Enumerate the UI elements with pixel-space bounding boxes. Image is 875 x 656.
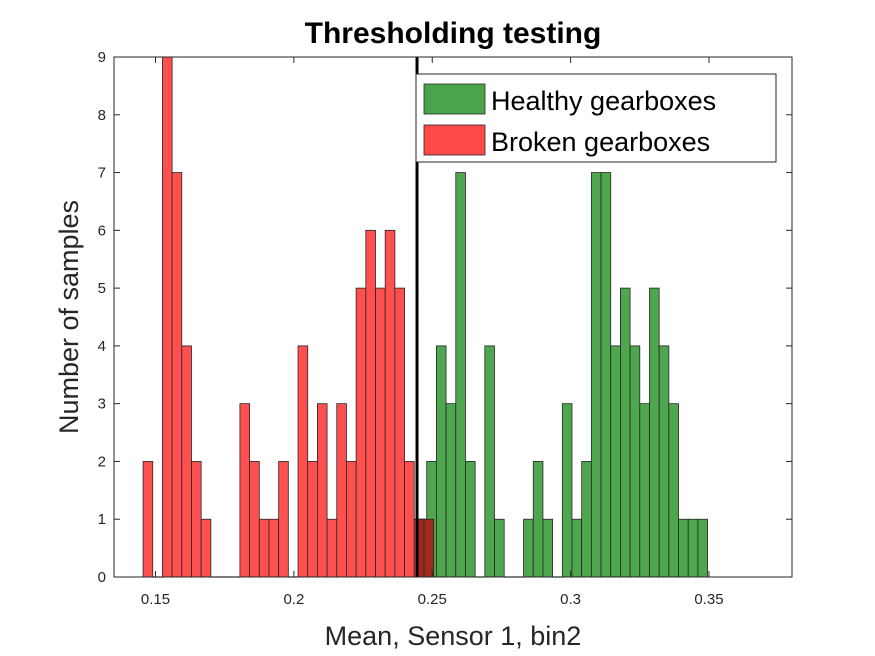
legend-swatch-broken [423,124,486,156]
bar-healthy-5 [465,461,476,578]
bar-healthy-8 [494,518,505,578]
y-tick-label-6: 6 [98,222,106,239]
bar-broken-25 [384,229,396,578]
bar-broken-13 [268,518,280,578]
bar-broken-12 [258,518,270,578]
bar-healthy-11 [523,518,534,578]
x-tick-label-3: 0.3 [560,591,581,608]
bar-broken-0 [142,461,154,578]
bar-healthy-12 [532,461,544,578]
bar-broken-19 [326,518,338,578]
bar-healthy-20 [610,345,621,578]
healthy-gearboxes-bars [416,172,708,578]
y-tick-label-3: 3 [98,396,106,413]
x-tick-label-1: 0.2 [283,591,304,608]
bar-broken-22 [355,287,367,578]
bar-healthy-28 [687,518,699,578]
bar-broken-18 [316,403,328,578]
y-axis-label: Number of samples [54,200,84,434]
x-tick-label-2: 0.25 [418,591,447,608]
y-tick-label-8: 8 [98,107,106,124]
bar-healthy-7 [484,345,495,578]
y-tick-label-2: 2 [98,453,106,470]
axes-box [113,56,793,578]
bar-healthy-23 [639,403,650,578]
y-tick-label-7: 7 [98,165,106,182]
x-tick-label-0: 0.15 [141,591,170,608]
bar-broken-5 [191,461,202,578]
bar-broken-6 [200,518,212,578]
bar-broken-24 [375,287,386,578]
bar-healthy-29 [697,518,708,578]
x-axis-label: Mean, Sensor 1, bin2 [325,621,582,651]
bar-healthy-3 [445,403,457,578]
bar-healthy-26 [668,403,679,578]
bar-overlap-1 [423,518,435,578]
bar-healthy-21 [620,287,631,578]
bar-broken-23 [365,229,376,578]
broken-gearboxes-bars [142,56,435,578]
bar-broken-11 [249,461,260,578]
legend-label-healthy: Healthy gearboxes [491,86,716,116]
legend: Healthy gearboxes Broken gearboxes [415,73,777,163]
legend-swatch-healthy [423,83,486,115]
legend-label-broken: Broken gearboxes [491,127,710,157]
axes: 0.15 0.2 0.25 0.3 0.35 0 1 2 3 4 5 6 7 8 9 [98,49,793,608]
bar-healthy-17 [581,461,592,578]
bar-healthy-4 [455,172,466,578]
bar-healthy-19 [600,172,612,578]
bar-healthy-18 [590,172,602,578]
bar-healthy-27 [678,518,689,578]
bar-healthy-16 [571,518,583,578]
x-tick-label-4: 0.35 [694,591,723,608]
bar-healthy-2 [435,345,447,578]
bar-healthy-13 [542,518,554,578]
y-tick-label-9: 9 [98,49,106,66]
bar-broken-21 [346,461,357,578]
bar-broken-20 [336,403,347,578]
bar-broken-2 [162,56,173,578]
bar-healthy-22 [629,345,641,578]
bar-broken-10 [239,403,251,578]
bar-healthy-24 [649,287,660,578]
bar-broken-27 [404,461,415,578]
bar-broken-17 [307,461,318,578]
bar-broken-16 [297,345,309,578]
y-tick-label-4: 4 [98,338,106,355]
chart-title: Thresholding testing [305,17,602,50]
y-tick-label-5: 5 [98,280,106,297]
y-tick-label-1: 1 [98,511,106,528]
y-tick-label-0: 0 [98,569,106,586]
bar-broken-3 [171,172,183,578]
bar-broken-26 [394,287,405,578]
bar-healthy-25 [658,345,670,578]
bar-healthy-15 [561,403,573,578]
bar-broken-14 [278,461,289,578]
bar-broken-4 [181,345,192,578]
